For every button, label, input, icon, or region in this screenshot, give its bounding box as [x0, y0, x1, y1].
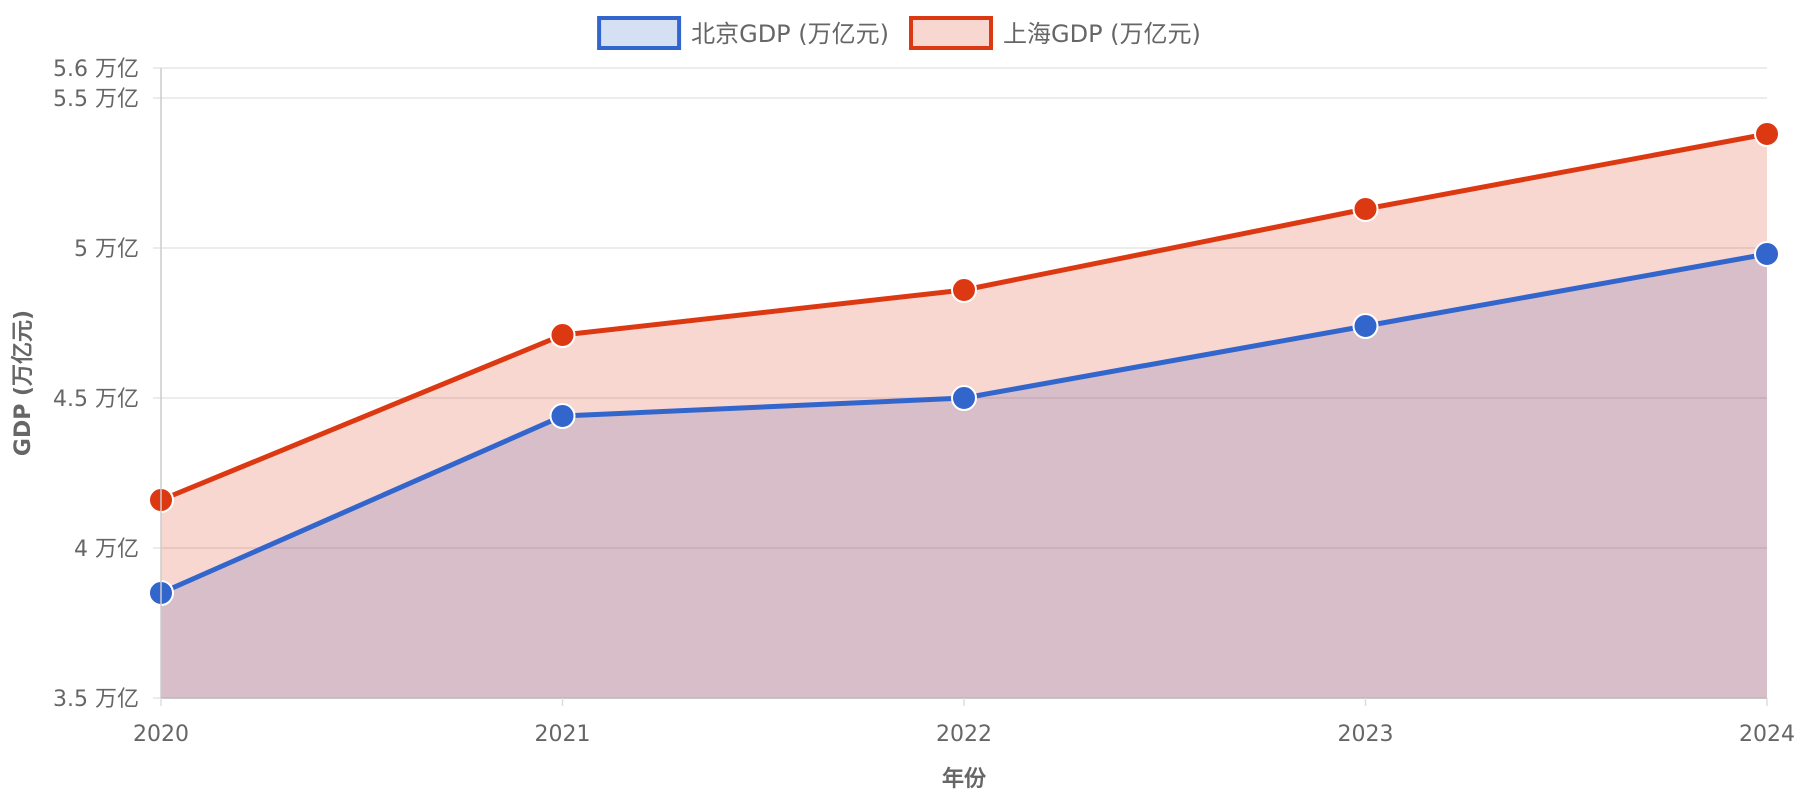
x-tick-label: 2023: [1338, 722, 1394, 747]
data-point: [1754, 121, 1780, 147]
series-area-1: [161, 134, 1767, 698]
data-point: [951, 277, 977, 303]
legend-label-0: 北京GDP (万亿元): [691, 20, 889, 48]
axes: 3.5 万亿 4 万亿 4.5 万亿 5 万亿 5.5 万亿 5.6 万亿 2020 2021…: [53, 57, 1795, 747]
data-point: [1352, 313, 1379, 339]
legend-swatch-0: [597, 16, 682, 50]
y-axis-title: GDP (万亿元): [11, 310, 36, 456]
series-area-0: [161, 254, 1767, 698]
x-axis-title: 年份: [942, 766, 987, 792]
y-tick-label: 3.5 万亿: [53, 687, 139, 712]
x-tick-label: 2022: [936, 722, 992, 747]
legend-swatch-1: [909, 16, 993, 50]
data-point: [549, 322, 576, 348]
x-tick-label: 2024: [1739, 722, 1795, 747]
y-tick-label: 5.5 万亿: [53, 87, 139, 112]
x-tick-label: 2020: [133, 722, 189, 747]
data-point: [1352, 196, 1379, 222]
data-point: [1754, 241, 1780, 267]
y-tick-label: 4.5 万亿: [53, 387, 139, 412]
y-tick-label: 5 万亿: [74, 237, 139, 262]
data-point: [549, 403, 576, 429]
area-fills: [161, 134, 1767, 698]
legend: 北京GDP (万亿元) 上海GDP (万亿元): [597, 16, 1201, 50]
y-tick-label: 5.6 万亿: [53, 57, 139, 82]
legend-label-1: 上海GDP (万亿元): [1003, 20, 1201, 48]
data-point: [951, 385, 977, 411]
x-tick-label: 2021: [535, 722, 591, 747]
y-tick-label: 4 万亿: [74, 537, 139, 562]
